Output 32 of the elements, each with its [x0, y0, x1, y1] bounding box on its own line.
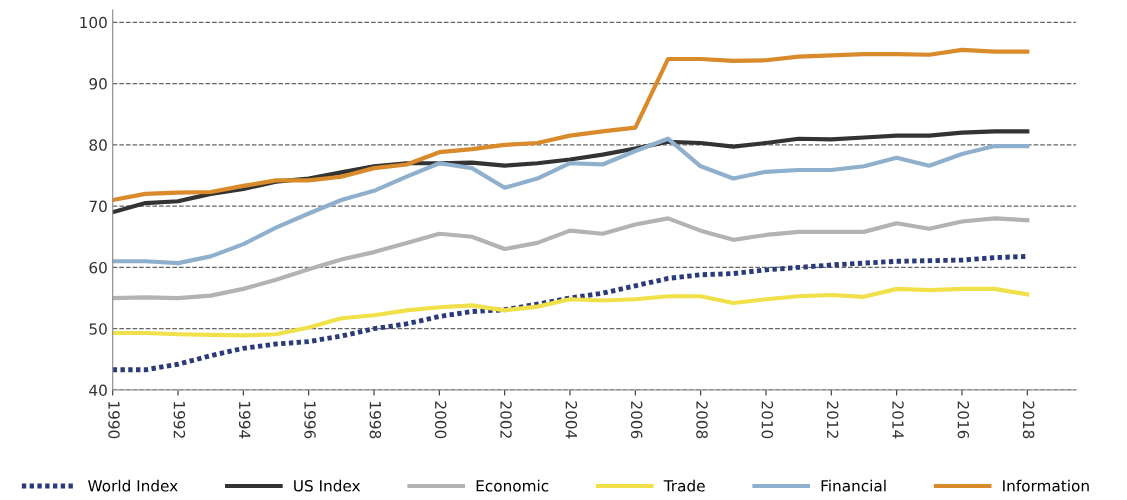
x-tick-label: 1994	[238, 402, 251, 439]
x-tick-label: 1996	[304, 402, 316, 439]
legend-label: Financial	[821, 479, 886, 492]
x-tick-label: 2012	[826, 401, 839, 438]
line-series	[112, 216, 1030, 301]
y-tick-label: 80	[89, 139, 107, 151]
y-tick-label: 70	[89, 200, 107, 213]
x-tick-label: 2006	[630, 401, 643, 439]
x-tick-label: 2018	[1022, 401, 1035, 439]
legend-label: Information	[1003, 479, 1089, 492]
y-tick-label: 100	[80, 16, 107, 29]
y-tick-label: 40	[89, 384, 107, 397]
legend-label: US Index	[294, 479, 361, 492]
y-tick-label: 60	[89, 261, 107, 274]
x-tick-label: 1992	[173, 402, 186, 438]
x-tick-label: 2014	[892, 401, 904, 439]
x-tick-label: 2016	[957, 401, 970, 439]
y-tick-label: 90	[89, 78, 107, 90]
line-series	[112, 136, 1030, 266]
legend-label: World Index	[88, 479, 178, 492]
legend-label: Trade	[663, 479, 705, 492]
line-series	[112, 286, 1030, 338]
y-tick-label: 50	[89, 323, 107, 335]
x-tick-label: 2000	[434, 401, 447, 439]
legend-label: Economic	[476, 479, 549, 492]
line-series	[112, 47, 1030, 203]
x-tick-label: 1990	[108, 402, 120, 439]
x-tick-label: 1998	[369, 402, 382, 439]
x-tick-label: 2008	[696, 401, 708, 439]
x-tick-label: 2010	[761, 401, 774, 439]
x-tick-label: 2002	[500, 401, 512, 438]
x-tick-label: 2004	[565, 401, 578, 439]
